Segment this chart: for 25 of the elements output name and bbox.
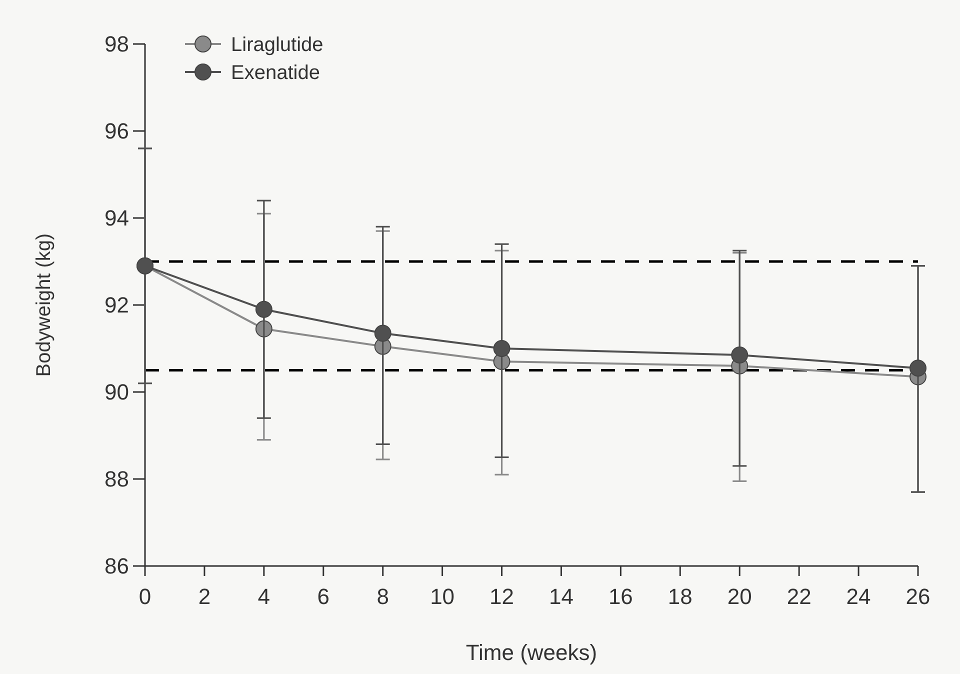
x-tick-label: 10 (430, 584, 455, 609)
x-tick-label: 12 (490, 584, 514, 609)
x-tick-label: 6 (317, 584, 330, 609)
y-tick-label: 94 (104, 206, 129, 231)
legend-label: Liraglutide (231, 34, 324, 56)
x-tick-label: 18 (668, 584, 692, 609)
y-tick-label: 88 (104, 466, 129, 492)
y-tick-label: 92 (104, 292, 129, 318)
x-tick-label: 8 (376, 584, 389, 609)
x-tick-label: 4 (258, 584, 270, 609)
x-tick-label: 22 (786, 584, 812, 609)
x-axis-title: Time (weeks) (466, 640, 598, 665)
x-tick-label: 20 (727, 584, 752, 609)
x-tick-label: 26 (906, 584, 930, 609)
y-tick-label: 90 (104, 380, 129, 405)
x-tick-label: 16 (608, 584, 633, 609)
x-tick-label: 2 (198, 584, 211, 609)
x-tick-label: 14 (548, 584, 574, 609)
y-tick-label: 98 (104, 32, 129, 57)
y-axis-title: Bodyweight (kg) (33, 233, 55, 377)
x-tick-label: 24 (846, 584, 871, 609)
y-tick-label: 96 (104, 118, 129, 144)
legend-label: Exenatide (231, 62, 320, 84)
y-tick-label: 86 (104, 554, 129, 579)
x-tick-label: 0 (138, 584, 152, 609)
